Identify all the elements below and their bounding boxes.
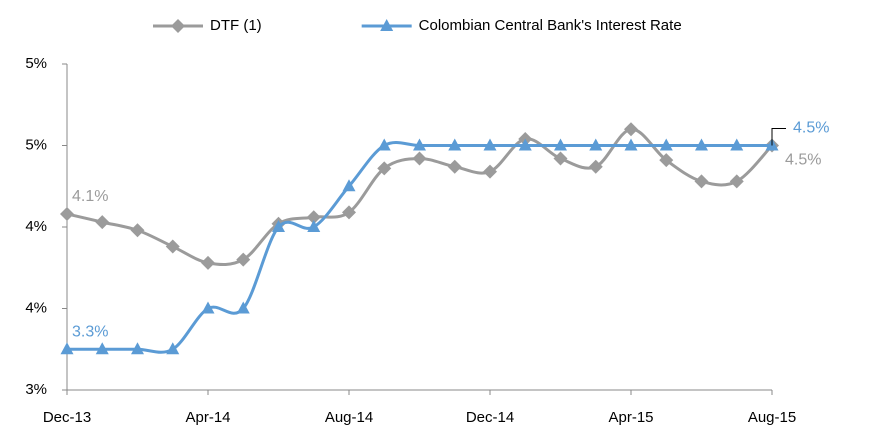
point (236, 252, 251, 267)
x-tick-label: Apr-14 (185, 409, 230, 426)
y-tick-label: 4% (25, 299, 47, 316)
point (412, 151, 427, 166)
point (589, 138, 603, 151)
value-label: 4.5% (785, 152, 821, 169)
point (483, 164, 497, 179)
point (306, 210, 321, 225)
point (166, 342, 180, 355)
x-tick-label: Dec-14 (466, 409, 514, 426)
point (554, 138, 567, 151)
point (272, 220, 285, 232)
y-tick-label: 5% (25, 136, 47, 153)
point (624, 138, 638, 151)
point (307, 220, 321, 232)
point (60, 206, 74, 221)
point (659, 153, 674, 168)
point (377, 161, 392, 176)
point (729, 174, 744, 189)
point (553, 151, 568, 166)
point (201, 255, 215, 270)
label-leader (771, 128, 786, 146)
x-tick-label: Aug-15 (748, 409, 796, 426)
x-tick-label: Dec-13 (43, 409, 91, 426)
legend-marker (380, 19, 394, 31)
x-tick-label: Apr-15 (608, 409, 653, 426)
legend-label: Colombian Central Bank's Interest Rate (419, 17, 682, 34)
value-label: 3.3% (72, 323, 108, 340)
point (131, 342, 144, 355)
point (236, 301, 250, 314)
point (413, 138, 426, 151)
point (659, 138, 673, 151)
x-tick-label: Aug-14 (325, 409, 373, 426)
legend-label: DTF (1) (210, 17, 262, 34)
y-tick-label: 5% (25, 55, 47, 72)
point (130, 223, 145, 238)
point (694, 174, 709, 189)
y-tick-label: 3% (25, 381, 47, 398)
point (588, 159, 603, 174)
point (201, 301, 215, 314)
point (342, 179, 356, 192)
y-tick-label: 4% (25, 218, 47, 235)
point (95, 342, 109, 355)
point (447, 159, 462, 174)
point (518, 138, 532, 151)
point (95, 215, 110, 230)
point (730, 138, 744, 151)
point (483, 138, 497, 151)
point (165, 239, 180, 254)
point (60, 342, 74, 355)
point (624, 122, 638, 137)
point (448, 138, 462, 151)
point (695, 138, 708, 151)
value-label: 4.1% (72, 188, 108, 205)
point (377, 138, 391, 151)
point (342, 205, 356, 220)
legend-marker (171, 19, 185, 33)
value-label: 4.5% (793, 120, 829, 137)
